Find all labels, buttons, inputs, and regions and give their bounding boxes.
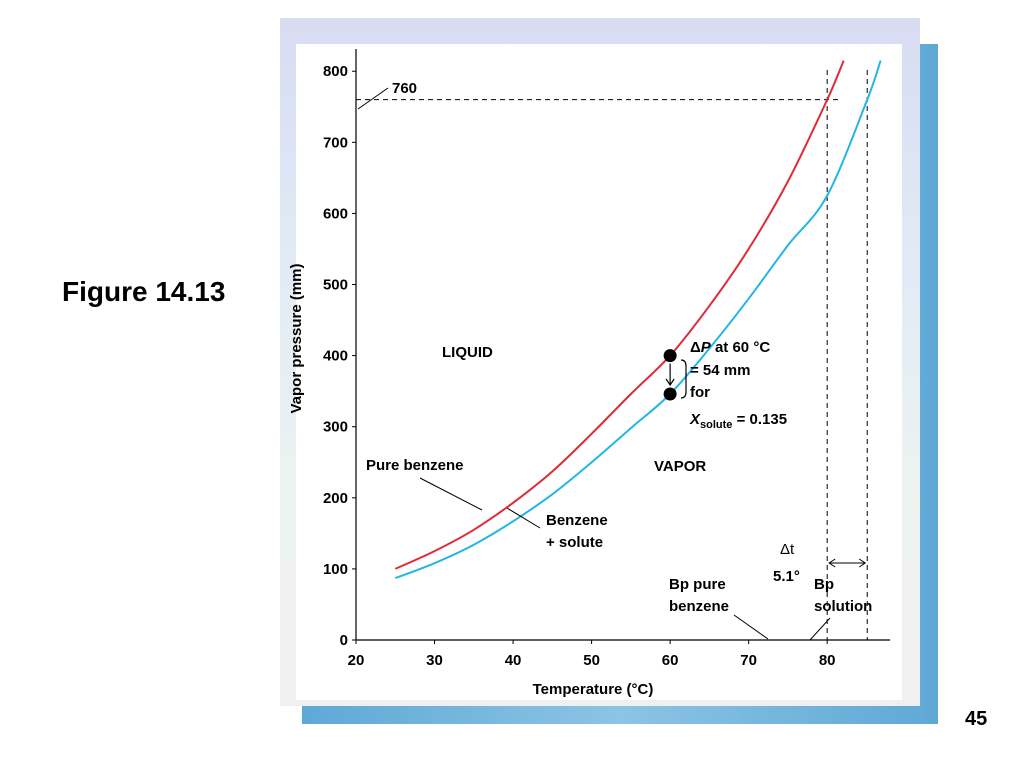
label-delta-t: Δt (780, 541, 795, 558)
pressure-symbol: P (701, 339, 712, 356)
label-benzene-solute-1: Benzene (546, 512, 608, 529)
label-vapor: VAPOR (654, 458, 706, 475)
benzene-solute-curve (394, 60, 882, 580)
label-liquid: LIQUID (442, 344, 493, 361)
x-axis-title: Temperature (°C) (533, 681, 654, 698)
delta-t-arrow-right-head (858, 558, 867, 568)
pure-benzene-curve (394, 60, 845, 570)
delta-symbol: Δ (690, 339, 701, 356)
x-tick-label: 80 (819, 652, 836, 669)
label-pure-benzene: Pure benzene (366, 457, 464, 474)
leader-benzene-solute (506, 507, 541, 529)
label-bp-solution-1: Bp (814, 576, 834, 593)
point-solution-60 (663, 387, 677, 401)
label-bp-pure-1: Bp pure (669, 576, 726, 593)
delta-p-bracket (680, 359, 687, 399)
y-tick-label: 300 (323, 419, 348, 436)
y-tick-label: 600 (323, 205, 348, 222)
label-760: 760 (392, 80, 417, 97)
leader-bp-solution (809, 617, 831, 641)
y-tick-label: 0 (340, 632, 348, 649)
x-solute-val: = 0.135 (732, 411, 787, 428)
x-tick-label: 30 (426, 652, 443, 669)
label-delta-p-3: for (690, 384, 710, 401)
x-solute-var: X (689, 411, 701, 428)
label-delta-p-1: ΔP at 60 °C (690, 339, 770, 356)
y-tick-label: 700 (323, 134, 348, 151)
label-bp-solution-2: solution (814, 598, 872, 615)
x-tick-label: 50 (583, 652, 600, 669)
y-tick-label: 400 (323, 348, 348, 365)
y-axis-title: Vapor pressure (mm) (288, 263, 305, 413)
x-tick-label: 20 (348, 652, 365, 669)
y-tick-label: 800 (323, 63, 348, 80)
y-tick-label: 100 (323, 561, 348, 578)
delta-t-arrow-left-head (828, 558, 836, 568)
x-tick-label: 70 (740, 652, 757, 669)
y-tick-label: 500 (323, 277, 348, 294)
leader-760 (357, 87, 389, 110)
label-delta-p-2: = 54 mm (690, 362, 750, 379)
figure-label: Figure 14.13 (62, 276, 226, 307)
y-tick-label: 200 (323, 490, 348, 507)
label-x-solute: Xsolute = 0.135 (689, 411, 787, 431)
slide-number: 45 (965, 708, 988, 730)
leader-bp-pure (733, 614, 769, 640)
label-benzene-solute-2: + solute (546, 534, 603, 551)
label-bp-pure-2: benzene (669, 598, 729, 615)
point-pure-60 (663, 349, 677, 363)
label-delta-t-value: 5.1° (773, 568, 800, 585)
delta-p-rest: at 60 °C (711, 339, 771, 356)
x-solute-sub: solute (700, 419, 732, 431)
leader-pure-benzene (419, 477, 483, 511)
x-tick-label: 40 (505, 652, 522, 669)
x-tick-label: 60 (662, 652, 679, 669)
delta-p-arrow-head (665, 378, 675, 387)
